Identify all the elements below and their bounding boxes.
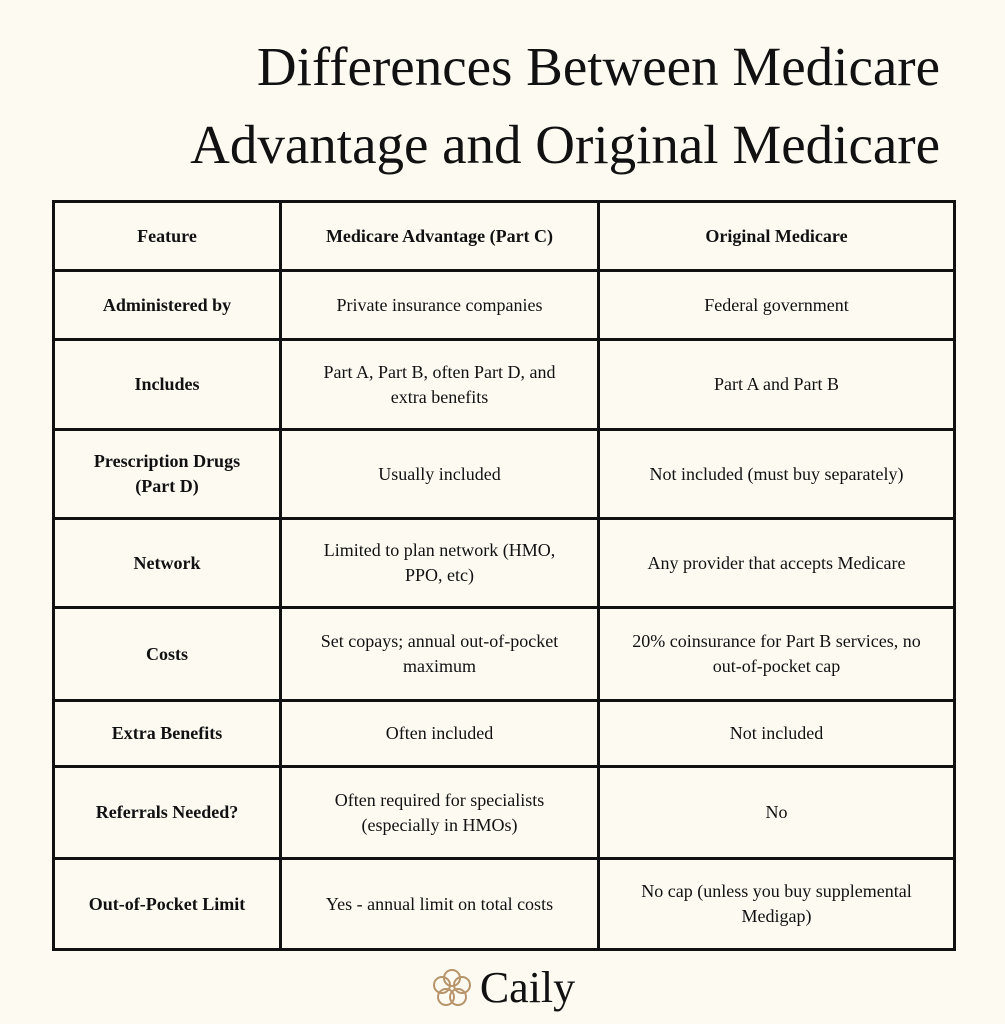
- cell: No: [597, 765, 956, 860]
- cell: Often required for specialists (especial…: [279, 765, 600, 860]
- brand: Caily: [479, 963, 576, 1012]
- column-header: Feature: [52, 200, 282, 272]
- comparison-table: Feature Medicare Advantage (Part C) Origin…: [52, 200, 956, 951]
- cell: Federal government: [597, 269, 956, 341]
- cell: Not included (must buy separately): [597, 428, 956, 520]
- cell: Not included: [597, 699, 956, 768]
- cell: Often included: [279, 699, 600, 768]
- header-row: Feature Medicare Advantage (Part C) Origin…: [52, 200, 956, 272]
- footer: Caily: [0, 962, 1005, 1013]
- title-line: Differences Between Medicare: [256, 36, 940, 97]
- column-header: Original Medicare: [597, 200, 956, 272]
- cell: No cap (unless you buy supplemental Medi…: [597, 857, 956, 951]
- cell: Yes - annual limit on total costs: [279, 857, 600, 951]
- title-line: Advantage and Original Medicare: [190, 114, 940, 175]
- table-row: Administered by Private insurance compani…: [52, 269, 956, 341]
- title: Differences Between Medicare Advantage a…: [190, 28, 940, 184]
- table-row: Costs Set copays; annual out-of-pocket ma…: [52, 606, 956, 702]
- logo-icon: [432, 968, 471, 1006]
- row-label: Network: [52, 517, 282, 609]
- row-label: Prescription Drugs (Part D): [52, 428, 282, 520]
- cell: Any provider that accepts Medicare: [597, 517, 956, 609]
- row-label: Costs: [52, 606, 282, 702]
- table-row: Referrals Needed? Often required for spec…: [52, 765, 956, 860]
- row-label: Out-of-Pocket Limit: [52, 857, 282, 951]
- row-label: Extra Benefits: [52, 699, 282, 768]
- row-label: Administered by: [52, 269, 282, 341]
- cell: Set copays; annual out-of-pocket maximum: [279, 606, 600, 702]
- column-header: Medicare Advantage (Part C): [279, 200, 600, 272]
- table-row: Includes Part A, Part B, often Part D, an…: [52, 338, 956, 431]
- cell: 20% coinsurance for Part B services, no …: [597, 606, 956, 702]
- cell: Part A and Part B: [597, 338, 956, 431]
- cell: Private insurance companies: [279, 269, 600, 341]
- row-label: Includes: [52, 338, 282, 431]
- row-label: Referrals Needed?: [52, 765, 282, 860]
- cell: Usually included: [279, 428, 600, 520]
- table-row: Prescription Drugs (Part D) Usually inclu…: [52, 428, 956, 520]
- table-row: Out-of-Pocket Limit Yes - annual limit on…: [52, 857, 956, 951]
- table-row: Network Limited to plan network (HMO, PPO…: [52, 517, 956, 609]
- table-row: Extra Benefits Often included Not included: [52, 699, 956, 768]
- cell: Part A, Part B, often Part D, and extra …: [279, 338, 600, 431]
- cell: Limited to plan network (HMO, PPO, etc): [279, 517, 600, 609]
